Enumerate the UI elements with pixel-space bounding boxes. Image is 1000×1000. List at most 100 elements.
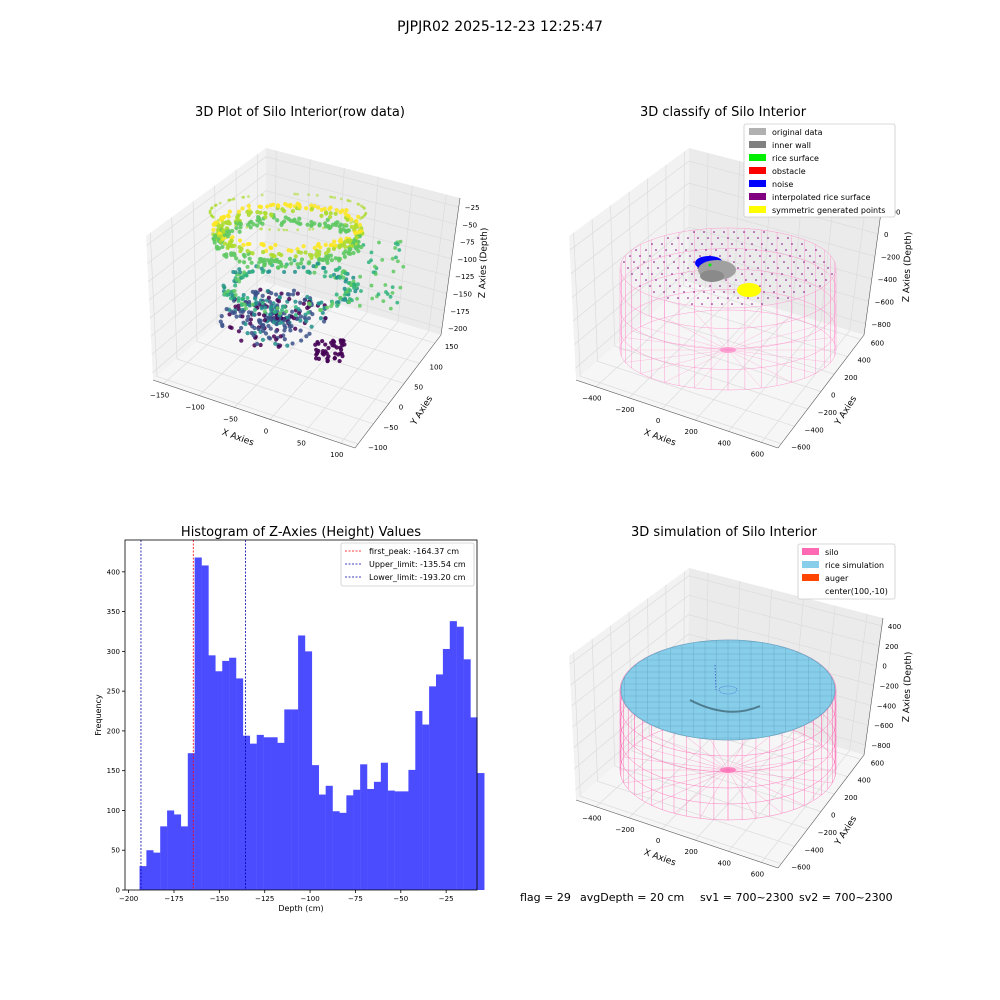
- data-point: [293, 269, 298, 274]
- histogram-bar: [167, 810, 175, 890]
- silo-bottom-center: [720, 347, 736, 353]
- data-point: [359, 244, 364, 250]
- x-tick-label: −400: [582, 395, 601, 403]
- rice-surface-point: [708, 263, 712, 267]
- histogram-bars: [139, 557, 485, 890]
- data-point: [393, 246, 398, 250]
- data-point: [329, 195, 332, 199]
- histogram-bar: [422, 724, 430, 890]
- data-point: [309, 203, 314, 208]
- interp-point: [823, 261, 825, 263]
- interp-point: [759, 255, 761, 257]
- data-point: [220, 322, 225, 327]
- data-point: [251, 312, 256, 317]
- data-point: [296, 192, 299, 196]
- silo-spoke: [651, 734, 729, 771]
- interp-point: [771, 243, 773, 245]
- z-tick-label: −200: [880, 683, 899, 691]
- data-point: [266, 323, 271, 329]
- data-point: [276, 259, 281, 264]
- interp-point: [735, 249, 737, 251]
- interp-point: [775, 249, 777, 251]
- data-point: [221, 214, 227, 219]
- legend-swatch: [749, 193, 766, 200]
- data-point: [236, 212, 242, 217]
- interp-point: [703, 231, 705, 233]
- data-point: [268, 326, 273, 331]
- data-point: [229, 238, 234, 244]
- data-point: [226, 221, 229, 225]
- z-tick-label: −400: [877, 702, 896, 710]
- data-point: [237, 221, 242, 226]
- interp-point: [709, 285, 711, 287]
- interp-point: [683, 291, 685, 293]
- data-point: [349, 217, 354, 222]
- data-point: [241, 293, 246, 298]
- interp-point: [687, 267, 689, 269]
- histogram-bar: [277, 742, 285, 890]
- interp-point: [697, 297, 699, 299]
- legend-label: silo: [825, 548, 839, 557]
- grid-line: [198, 159, 311, 396]
- z-tick-label: −600: [875, 298, 894, 306]
- x-tick-label: −50: [393, 895, 408, 903]
- data-point: [258, 342, 263, 348]
- grid-line: [571, 204, 875, 298]
- data-point: [337, 245, 342, 250]
- data-point: [240, 275, 245, 280]
- histogram-bar: [153, 852, 161, 890]
- data-point: [320, 348, 326, 354]
- data-point: [338, 351, 343, 356]
- interp-point: [813, 261, 815, 263]
- interp-point: [791, 243, 793, 245]
- data-point: [299, 338, 304, 343]
- data-point: [279, 291, 284, 296]
- grid-line: [152, 274, 443, 373]
- x-tick-label: 0: [656, 417, 660, 425]
- interp-point: [777, 267, 779, 269]
- interp-point: [685, 249, 687, 251]
- data-point: [245, 225, 249, 229]
- data-point: [252, 325, 257, 331]
- interp-point: [741, 243, 743, 245]
- data-point: [260, 293, 265, 298]
- interp-point: [655, 279, 657, 281]
- z-tick-label: 200: [885, 643, 898, 651]
- interp-point: [779, 255, 781, 257]
- silo-spoke: [727, 769, 805, 806]
- histogram-bar: [236, 678, 244, 890]
- y-tick-label: −100: [368, 444, 387, 452]
- interp-point: [669, 255, 671, 257]
- data-point: [259, 227, 262, 231]
- data-point: [230, 235, 235, 240]
- data-point: [298, 328, 303, 333]
- interp-point: [751, 273, 753, 275]
- interp-point: [769, 255, 771, 257]
- data-point: [287, 256, 293, 261]
- data-point: [257, 311, 262, 317]
- legend-label: first_peak: -164.37 cm: [369, 547, 459, 556]
- interp-point: [795, 249, 797, 251]
- z-axis-line: [440, 197, 461, 336]
- interp-point: [781, 243, 783, 245]
- legend-label: interpolated rice surface: [772, 193, 870, 202]
- data-point: [247, 256, 252, 261]
- histogram-bar: [470, 717, 478, 890]
- data-point: [320, 310, 325, 315]
- interp-point: [737, 237, 739, 239]
- data-point: [259, 259, 265, 264]
- grid-line: [694, 177, 804, 421]
- interp-point: [691, 273, 693, 275]
- histogram-bar: [229, 657, 237, 890]
- interp-point: [641, 273, 643, 275]
- data-point: [238, 225, 243, 230]
- data-point: [213, 221, 218, 226]
- interp-point: [673, 291, 675, 293]
- data-point: [337, 256, 343, 262]
- interp-point: [755, 279, 757, 281]
- data-point: [286, 320, 291, 325]
- y-tick-label: 200: [107, 727, 120, 735]
- silo-spoke: [640, 326, 729, 351]
- legend-label: rice surface: [772, 154, 819, 163]
- data-point: [333, 222, 339, 227]
